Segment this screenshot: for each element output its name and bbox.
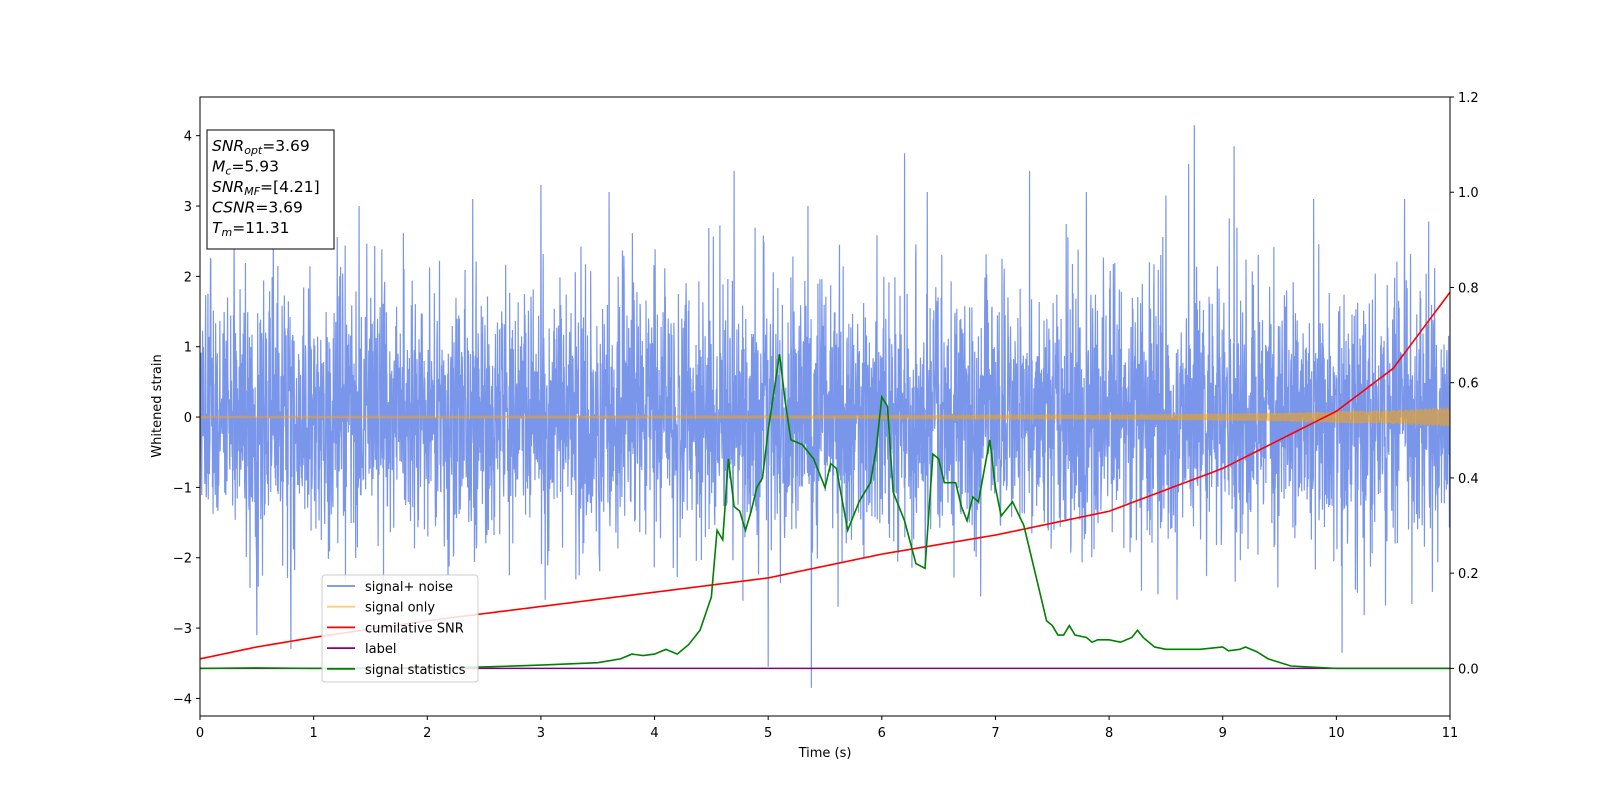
x-tick-label: 4 [650,726,658,741]
legend-label: label [365,642,396,657]
y-axis-label: Whitened strain [150,354,165,457]
series-signal-noise [200,125,1450,688]
info-box-frame [206,129,335,250]
info-line: CSNR=3.69 [212,199,303,217]
legend-label: signal only [365,601,435,616]
y-right-tick-label: 1.2 [1458,91,1479,106]
y-left-tick-label: 1 [184,341,192,356]
x-tick-label: 1 [309,726,317,741]
y-left-tick-label: −4 [173,692,192,707]
y-right-tick-label: 0.2 [1458,567,1479,582]
x-tick-label: 11 [1442,726,1459,741]
info-line: SNRMF=[4.21] [212,178,320,198]
x-tick-label: 10 [1328,726,1345,741]
info-line: Mc=5.93 [212,158,279,178]
x-axis: 0 1 2 3 4 5 6 7 8 9 10 11 [196,716,1458,741]
x-tick-label: 9 [1219,726,1227,741]
axes-frame [199,96,1451,717]
y-right-tick-label: 0.4 [1458,472,1479,487]
info-line: Tm=11.31 [212,219,290,239]
legend-label: signal+ noise [365,580,453,595]
y-right-tick-label: 0.8 [1458,281,1479,296]
y-left-tick-label: 4 [184,130,192,145]
y-right-tick-label: 1.0 [1458,186,1479,201]
x-tick-label: 6 [878,726,886,741]
y-axis-left: −4 −3 −2 −1 0 1 2 3 4 [173,130,200,707]
x-tick-label: 0 [196,726,204,741]
y-left-tick-label: −1 [173,481,192,496]
series-signal-only [200,407,1450,427]
legend-label: cumilative SNR [365,621,464,636]
x-tick-label: 7 [991,726,999,741]
y-left-tick-label: 2 [184,270,192,285]
x-tick-label: 8 [1105,726,1113,741]
y-left-tick-label: 3 [184,200,192,215]
y-axis-right: 0.0 0.2 0.4 0.6 0.8 1.0 1.2 [1450,91,1479,677]
x-axis-label: Time (s) [798,746,852,761]
x-tick-label: 5 [764,726,772,741]
y-right-tick-label: 0.6 [1458,377,1479,392]
y-right-tick-label: 0.0 [1458,662,1479,677]
series-signal-statistics [200,354,1450,670]
info-line: SNRopt=3.69 [212,137,310,157]
x-tick-label: 3 [537,726,545,741]
y-left-tick-label: −3 [173,622,192,637]
x-tick-label: 2 [423,726,431,741]
y-left-tick-label: 0 [184,411,192,426]
y-left-tick-label: −2 [173,552,192,567]
legend-frame [321,574,479,683]
legend: signal+ noise signal only cumilative SNR la… [321,574,479,683]
legend-label: signal statistics [365,663,466,678]
